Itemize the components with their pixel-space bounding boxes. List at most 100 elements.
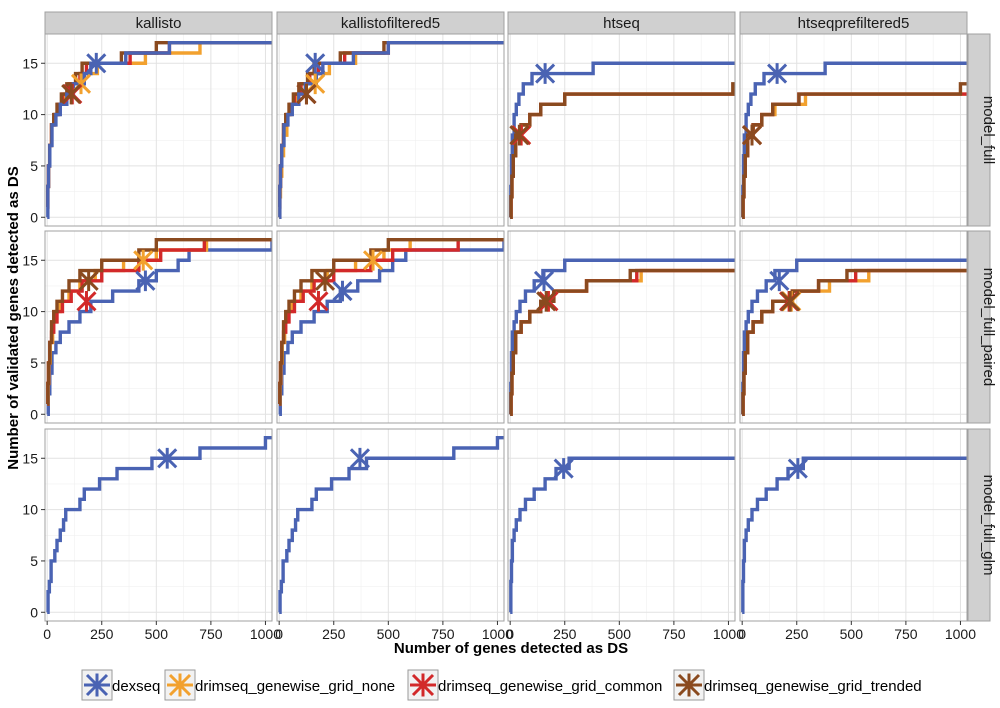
panel-border [44, 230, 273, 424]
y-tick-label: 10 [22, 107, 38, 123]
x-tick-label: 250 [90, 626, 114, 642]
series-group-model_full_paired-kallistofiltered5 [278, 238, 504, 416]
facet-panels: kallisto kallistofiltered5 htseq htseqprefi… [22, 11, 997, 642]
marker-drimseq_genewise_grid_trended [509, 124, 530, 146]
panel-border [739, 428, 968, 622]
x-tick-label: 750 [662, 626, 686, 642]
line-drimseq_genewise_grid_trended [509, 268, 735, 416]
marker-dexseq [86, 52, 107, 74]
x-tick-label: 500 [145, 626, 169, 642]
line-dexseq [46, 436, 272, 614]
row-strip-model_full [967, 33, 991, 227]
line-drimseq_genewise_grid_trended [741, 268, 967, 416]
legend-key-marker [168, 673, 192, 697]
legend-item-drimseq_genewise_grid_trended: drimseq_genewise_grid_trended [673, 669, 922, 701]
line-drimseq_genewise_grid_trended [46, 238, 272, 406]
legend-label: drimseq_genewise_grid_trended [704, 678, 922, 695]
panel-background [45, 231, 272, 423]
panel-border [739, 230, 968, 424]
y-tick-label: 5 [30, 553, 38, 569]
x-tick-label: 250 [553, 626, 577, 642]
line-dexseq [741, 456, 967, 614]
panel-model_full_glm-htseqprefiltered5 [740, 429, 967, 621]
x-tick-label: 1000 [250, 626, 281, 642]
y-tick-label: 15 [22, 55, 38, 71]
panel-model_full_glm-htseq [508, 429, 735, 621]
line-dexseq [278, 436, 504, 614]
legend-key-marker [411, 673, 435, 697]
x-tick-label: 250 [322, 626, 346, 642]
marker-drimseq_genewise_grid_common [308, 290, 329, 312]
panel-background [740, 429, 967, 621]
y-axis-title: Number of validated genes detected as DS [5, 166, 22, 469]
panel-background [45, 429, 272, 621]
panel-background [277, 429, 504, 621]
series-group-model_full-kallisto [46, 41, 272, 219]
x-tick-label: 0 [738, 626, 746, 642]
legend-key-marker [677, 673, 701, 697]
panel-model_full_paired-kallistofiltered5 [277, 231, 504, 423]
y-tick-label: 15 [22, 450, 38, 466]
legend: dexseq drimseq_genewise_grid_none drimseq_… [81, 669, 922, 701]
column-strip-label: kallistofiltered5 [341, 15, 440, 32]
marker-dexseq [787, 458, 808, 479]
marker-dexseq [535, 63, 556, 84]
row-strip-model_full_paired [967, 230, 991, 424]
x-tick-label: 750 [431, 626, 455, 642]
panel-border [44, 428, 273, 622]
y-tick-label: 15 [22, 252, 38, 268]
marker-dexseq [332, 280, 353, 302]
series-group-model_full_glm-htseqprefiltered5 [741, 456, 967, 614]
marker-drimseq_genewise_grid_common [76, 290, 97, 312]
row-strip-label: model_full_glm [980, 475, 997, 576]
panel-border [739, 33, 968, 227]
panel-model_full_paired-htseq [508, 231, 735, 423]
y-tick-label: 0 [30, 406, 38, 422]
panel-border [507, 428, 736, 622]
line-dexseq [278, 41, 504, 219]
marker-drimseq_genewise_grid_none [133, 249, 154, 271]
marker-dexseq [349, 447, 371, 469]
series-group-model_full_paired-htseqprefiltered5 [741, 258, 967, 416]
x-tick-label: 500 [840, 626, 864, 642]
x-tick-label: 0 [43, 626, 51, 642]
panel-model_full_glm-kallistofiltered5 [277, 429, 504, 621]
panel-border [276, 230, 505, 424]
legend-label: dexseq [112, 678, 160, 695]
marker-dexseq [305, 52, 326, 74]
legend-label: drimseq_genewise_grid_none [195, 678, 395, 695]
panel-background [508, 231, 735, 423]
marker-drimseq_genewise_grid_none [362, 249, 384, 271]
series-group-model_full_glm-kallistofiltered5 [278, 436, 504, 614]
panel-border [44, 33, 273, 227]
panel-model_full-kallistofiltered5 [277, 34, 504, 226]
x-tick-label: 750 [199, 626, 223, 642]
panel-border [507, 230, 736, 424]
legend-item-drimseq_genewise_grid_none: drimseq_genewise_grid_none [164, 669, 395, 701]
marker-dexseq [767, 63, 788, 84]
x-tick-label: 1000 [945, 626, 976, 642]
legend-item-drimseq_genewise_grid_common: drimseq_genewise_grid_common [407, 669, 662, 701]
line-dexseq [46, 41, 272, 219]
x-tick-label: 1000 [482, 626, 513, 642]
legend-item-dexseq: dexseq [81, 669, 160, 701]
y-tick-label: 10 [22, 502, 38, 518]
column-strip-label: htseqprefiltered5 [798, 15, 910, 32]
row-strip-label: model_full_paired [980, 268, 997, 386]
x-tick-label: 1000 [713, 626, 744, 642]
x-tick-label: 0 [506, 626, 514, 642]
y-tick-label: 10 [22, 304, 38, 320]
panel-model_full_paired-kallisto [45, 231, 272, 423]
legend-key-marker [85, 673, 109, 697]
panel-background [277, 231, 504, 423]
marker-dexseq [533, 270, 555, 292]
x-tick-label: 500 [608, 626, 632, 642]
line-drimseq_genewise_grid_trended [278, 238, 504, 406]
x-axis-title: Number of genes detected as DS [394, 640, 628, 657]
marker-drimseq_genewise_grid_trended [314, 270, 336, 292]
panel-model_full_paired-htseqprefiltered5 [740, 231, 967, 423]
panel-border [276, 428, 505, 622]
marker-dexseq [769, 270, 790, 292]
series-group-model_full_paired-kallisto [46, 238, 272, 416]
